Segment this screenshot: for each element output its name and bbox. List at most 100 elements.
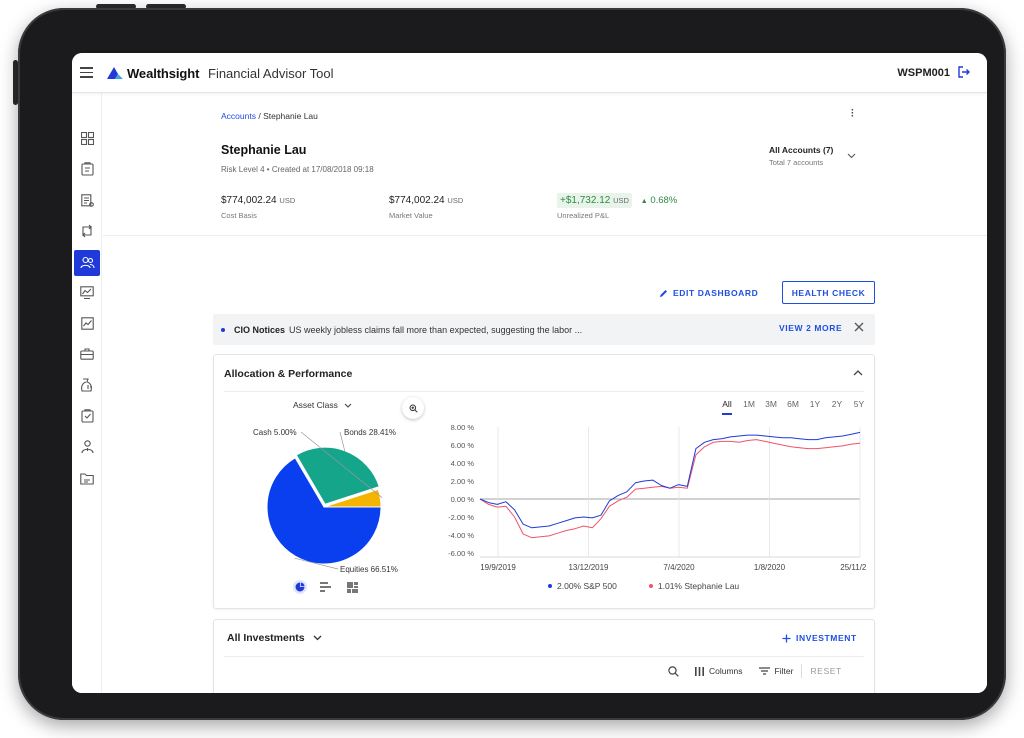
search-button[interactable] [668, 665, 679, 677]
clients-icon [79, 256, 95, 269]
chart-legend: 2.00% S&P 500 1.01% Stephanie Lau [548, 581, 739, 591]
reset-button[interactable]: RESET [810, 666, 842, 676]
nav-briefcase[interactable] [77, 344, 97, 364]
asset-class-dropdown[interactable]: Asset Class [293, 400, 352, 410]
toolbar-divider [801, 664, 803, 678]
pie-label-equities: Equities 66.51% [340, 565, 398, 574]
treemap-view-icon [346, 581, 358, 593]
add-investment-button[interactable]: INVESTMENT [782, 633, 857, 643]
nav-folder[interactable] [77, 468, 97, 488]
analytics-icon [80, 316, 94, 330]
legend-label: 2.00% S&P 500 [557, 581, 617, 591]
nav-reports[interactable] [77, 190, 97, 210]
allocation-pie-chart: Equities 66.51% Bonds 28.41% Cash 5.00% [214, 415, 434, 575]
edit-dashboard-label: EDIT DASHBOARD [673, 288, 759, 298]
close-icon[interactable] [853, 321, 865, 333]
legend-item-client[interactable]: 1.01% Stephanie Lau [648, 581, 740, 591]
notice-message[interactable]: US weekly jobless claims fall more than … [289, 324, 583, 335]
time-range-tabs: All 1M 3M 6M 1Y 2Y 5Y [716, 399, 870, 415]
range-tab-1y[interactable]: 1Y [809, 399, 821, 409]
side-nav [72, 93, 102, 693]
pie-slice-bonds[interactable] [295, 446, 380, 505]
cost-basis-label: Cost Basis [221, 211, 257, 220]
investments-title: All Investments [227, 632, 305, 644]
search-icon [668, 665, 679, 677]
asset-class-label: Asset Class [293, 400, 338, 410]
range-tab-3m[interactable]: 3M [765, 399, 777, 409]
triangle-up-icon: ▲ [640, 198, 648, 205]
strategy-icon [80, 285, 94, 299]
nav-analytics[interactable] [77, 313, 97, 333]
user-code[interactable]: WSPM001 [897, 67, 950, 79]
bar-view-button[interactable] [318, 579, 334, 595]
range-tab-6m[interactable]: 6M [787, 399, 799, 409]
breadcrumb: Accounts / Stephanie Lau [221, 111, 318, 121]
view-more-link[interactable]: VIEW 2 MORE [779, 323, 843, 333]
nav-strategy[interactable] [77, 282, 97, 302]
investments-dropdown[interactable]: All Investments [227, 632, 322, 644]
nav-clients[interactable] [74, 250, 100, 276]
folder-icon [80, 472, 94, 485]
cost-basis-unit: USD [279, 196, 296, 205]
tablet-frame: Wealthsight Financial Advisor Tool WSPM0… [18, 8, 1006, 720]
edit-dashboard-button[interactable]: EDIT DASHBOARD [659, 288, 758, 298]
legend-label: 1.01% Stephanie Lau [657, 581, 740, 591]
portfolio-icon [80, 162, 94, 176]
grid-icon [80, 131, 94, 145]
filter-button[interactable]: Filter [758, 666, 793, 676]
nav-transfers[interactable] [77, 221, 97, 241]
app-screen: Wealthsight Financial Advisor Tool WSPM0… [72, 53, 987, 693]
range-tab-all[interactable]: All [716, 399, 738, 415]
range-tab-5y[interactable]: 5Y [853, 399, 865, 409]
pie-slice-cash[interactable] [323, 488, 382, 508]
pie-slice-equities[interactable] [266, 457, 382, 565]
menu-icon[interactable] [80, 67, 93, 78]
top-bar: Wealthsight Financial Advisor Tool WSPM0… [72, 53, 987, 93]
columns-button[interactable]: Columns [695, 666, 743, 676]
range-tab-2y[interactable]: 2Y [831, 399, 843, 409]
chevron-down-icon[interactable] [847, 153, 856, 159]
logout-icon[interactable] [957, 65, 971, 79]
brand-name: Wealthsight [127, 66, 200, 81]
pie-view-button[interactable] [292, 579, 308, 595]
legend-swatch [648, 584, 653, 588]
table-toolbar: Columns Filter RESET [668, 664, 842, 678]
market-value-label: Market Value [389, 211, 433, 220]
account-selector[interactable]: All Accounts (7) Total 7 accounts [769, 145, 833, 167]
pie-svg [266, 431, 383, 570]
series-line-sp500[interactable] [479, 431, 861, 529]
person-icon [80, 440, 94, 454]
health-check-button[interactable]: HEALTH CHECK [782, 281, 875, 304]
line-svg: 8.00 % 6.00 % 4.00 % 2.00 % 0.00 % -2.00 % -4.… [448, 423, 880, 572]
y-tick-label: -6.00 % [448, 549, 474, 558]
market-value-metric: $774,002.24 USD Market Value [389, 195, 463, 220]
pnl-metric: +$1,732.12 USD ▲ 0.68% Unrealized P&L [557, 193, 677, 220]
chevron-up-icon[interactable] [853, 369, 863, 376]
breadcrumb-accounts-link[interactable]: Accounts [221, 111, 256, 121]
cio-notice-bar: CIO Notices US weekly jobless claims fal… [213, 314, 875, 345]
allocation-performance-card: Allocation & Performance Asset Class Equ… [213, 354, 880, 609]
investments-card: All Investments INVESTMENT Columns [213, 619, 875, 693]
pie-label-cash: Cash 5.00% [253, 428, 297, 437]
nav-person[interactable] [77, 437, 97, 457]
chart-view-toggles [292, 579, 360, 595]
legend-swatch [548, 584, 552, 588]
nav-funds[interactable] [77, 375, 97, 395]
nav-documents[interactable] [77, 406, 97, 426]
card-title: Allocation & Performance [224, 368, 353, 380]
logo-icon [107, 67, 123, 79]
y-tick-label: 8.00 % [451, 423, 475, 432]
range-tab-1m[interactable]: 1M [743, 399, 755, 409]
nav-dashboard[interactable] [77, 128, 97, 148]
zoom-button[interactable] [402, 397, 424, 419]
x-tick-label: 25/11/2020 [840, 563, 866, 572]
filter-icon [758, 667, 770, 675]
y-tick-label: 6.00 % [451, 441, 475, 450]
legend-item-sp500[interactable]: 2.00% S&P 500 [548, 581, 617, 591]
notice-lead: CIO Notices [234, 324, 286, 335]
pencil-icon [660, 289, 667, 297]
treemap-view-button[interactable] [344, 579, 360, 595]
funds-icon [81, 378, 92, 392]
nav-portfolio[interactable] [77, 159, 97, 179]
more-options-icon[interactable]: · · · [851, 105, 855, 122]
